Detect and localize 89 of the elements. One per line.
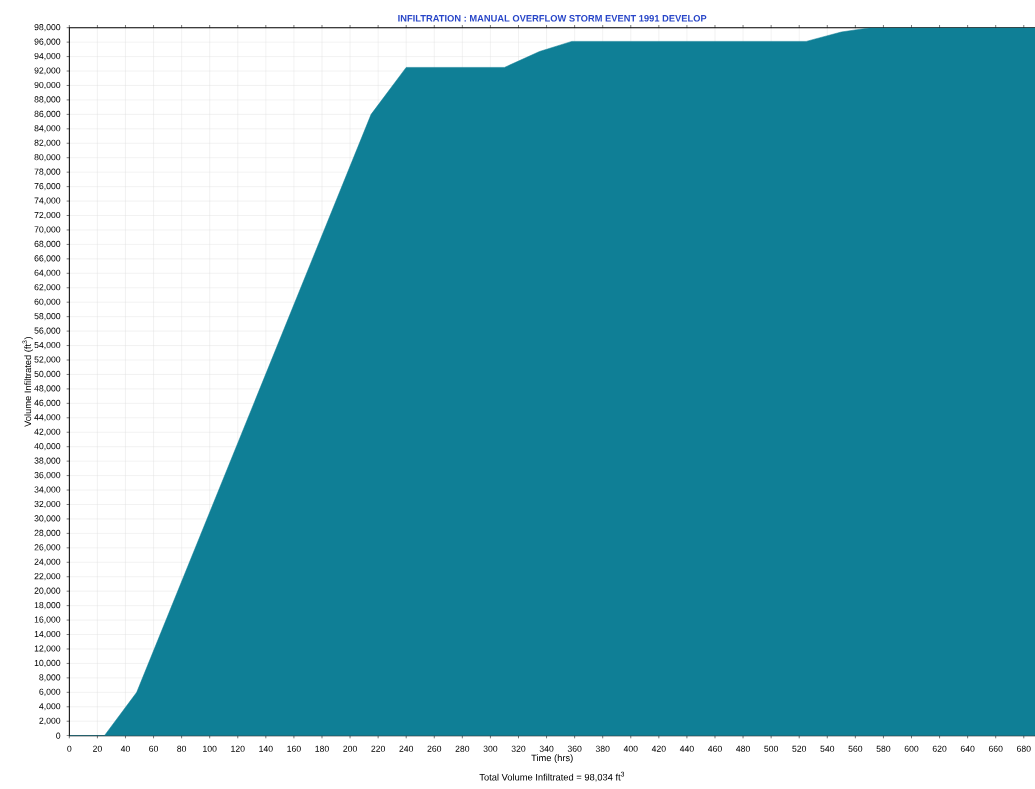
y-tick-label: 30,000: [34, 515, 61, 523]
x-axis-title: Time (hrs): [531, 754, 573, 764]
x-tick-label: 280: [455, 745, 470, 752]
x-tick-label: 560: [848, 745, 863, 752]
x-tick-label: 680: [1016, 745, 1031, 752]
x-tick-label: 140: [259, 745, 273, 752]
x-tick-label: 160: [287, 745, 301, 752]
y-tick-label: 66,000: [34, 255, 61, 263]
y-tick-label: 34,000: [34, 486, 61, 494]
y-tick-label: 56,000: [34, 327, 61, 335]
y-axis-title: Volume Infiltrated (ft$^{3}$): [22, 337, 33, 427]
x-tick-label: 460: [707, 745, 722, 752]
x-tick-label: 200: [343, 745, 357, 752]
text: Total Volume Infiltrated = 98,034 ft$^{3}$: [479, 771, 625, 782]
y-tick-label: 14,000: [34, 630, 61, 639]
y-tick-label: 60,000: [34, 298, 61, 306]
y-tick-label: 96,000: [34, 38, 61, 46]
x-tick-label: 180: [315, 745, 329, 752]
x-tick-label: 440: [679, 745, 694, 752]
y-tick-label: 48,000: [34, 385, 61, 393]
y-tick-label: 40,000: [34, 443, 61, 451]
y-tick-label: 32,000: [34, 500, 61, 509]
x-tick-label: 580: [876, 745, 891, 752]
y-tick-label: 26,000: [34, 544, 61, 552]
y-tick-label: 78,000: [34, 168, 61, 176]
x-tick-label: 360: [567, 745, 582, 752]
y-tick-label: 74,000: [34, 197, 61, 205]
y-tick-label: 38,000: [34, 457, 61, 465]
y-tick-label: 46,000: [34, 399, 61, 407]
y-tick-label: 82,000: [34, 139, 61, 147]
y-tick-label: 76,000: [34, 183, 61, 191]
x-tick-label: 420: [651, 745, 666, 752]
x-tick-label: 380: [595, 745, 610, 752]
y-tick-label: 12,000: [34, 645, 61, 653]
y-tick-label: 0: [56, 732, 61, 739]
x-tick-label: 40: [120, 745, 130, 752]
y-tick-label: 36,000: [34, 472, 61, 480]
x-tick-label: 400: [623, 745, 638, 752]
x-tick-label: 20: [93, 745, 102, 752]
y-tick-label: 90,000: [34, 81, 61, 90]
x-tick-label: 260: [427, 745, 442, 752]
x-tick-label: 0: [67, 745, 72, 752]
x-tick-label: 80: [177, 745, 187, 752]
y-tick-label: 50,000: [34, 370, 61, 379]
y-tick-label: 86,000: [34, 110, 61, 118]
x-tick-label: 100: [203, 745, 217, 752]
y-tick-label: 98,000: [34, 24, 61, 32]
x-tick-label: 540: [820, 745, 835, 752]
x-tick-label: 500: [764, 745, 779, 752]
x-tick-label: 620: [932, 745, 947, 752]
x-tick-label: 600: [904, 745, 919, 752]
y-tick-label: 44,000: [34, 414, 61, 422]
x-tick-label: 340: [539, 745, 554, 752]
y-tick-label: 84,000: [34, 125, 61, 133]
x-tick-label: 520: [792, 745, 807, 752]
y-tick-label: 70,000: [34, 226, 61, 234]
y-tick-label: 24,000: [34, 558, 61, 566]
y-tick-label: 16,000: [34, 616, 61, 624]
y-tick-label: 28,000: [34, 529, 61, 537]
y-tick-label: 6,000: [39, 688, 61, 696]
y-tick-label: 64,000: [34, 269, 61, 277]
x-tick-label: 300: [483, 745, 498, 752]
chart-title: INFILTRATION : MANUAL OVERFLOW STORM EVENT 1991 DEVELOP: [398, 15, 707, 22]
y-tick-label: 2,000: [39, 717, 61, 725]
x-tick-label: 320: [511, 745, 526, 752]
y-tick-label: 62,000: [34, 284, 61, 292]
y-tick-label: 72,000: [34, 211, 61, 220]
y-tick-label: 10,000: [34, 659, 61, 667]
x-tick-label: 60: [149, 745, 159, 752]
y-tick-label: 88,000: [34, 96, 61, 104]
y-tick-label: 22,000: [34, 573, 61, 581]
y-tick-label: 20,000: [34, 587, 61, 595]
y-tick-label: 94,000: [34, 53, 61, 61]
x-tick-label: 120: [231, 745, 245, 752]
y-tick-label: 68,000: [34, 240, 61, 248]
x-tick-label: 480: [736, 745, 750, 752]
y-tick-label: 18,000: [34, 602, 61, 610]
y-tick-label: 92,000: [34, 67, 61, 75]
x-tick-label: 660: [988, 745, 1003, 752]
y-tick-label: 4,000: [39, 703, 61, 711]
x-tick-label: 640: [960, 745, 975, 752]
x-tick-label: 240: [399, 745, 414, 752]
x-tick-label: 220: [371, 745, 386, 752]
y-tick-label: 54,000: [34, 341, 61, 350]
y-tick-label: 58,000: [34, 313, 61, 321]
y-tick-label: 80,000: [34, 154, 61, 162]
y-tick-label: 8,000: [39, 674, 61, 682]
y-tick-label: 42,000: [34, 428, 61, 436]
y-tick-label: 52,000: [34, 356, 61, 364]
